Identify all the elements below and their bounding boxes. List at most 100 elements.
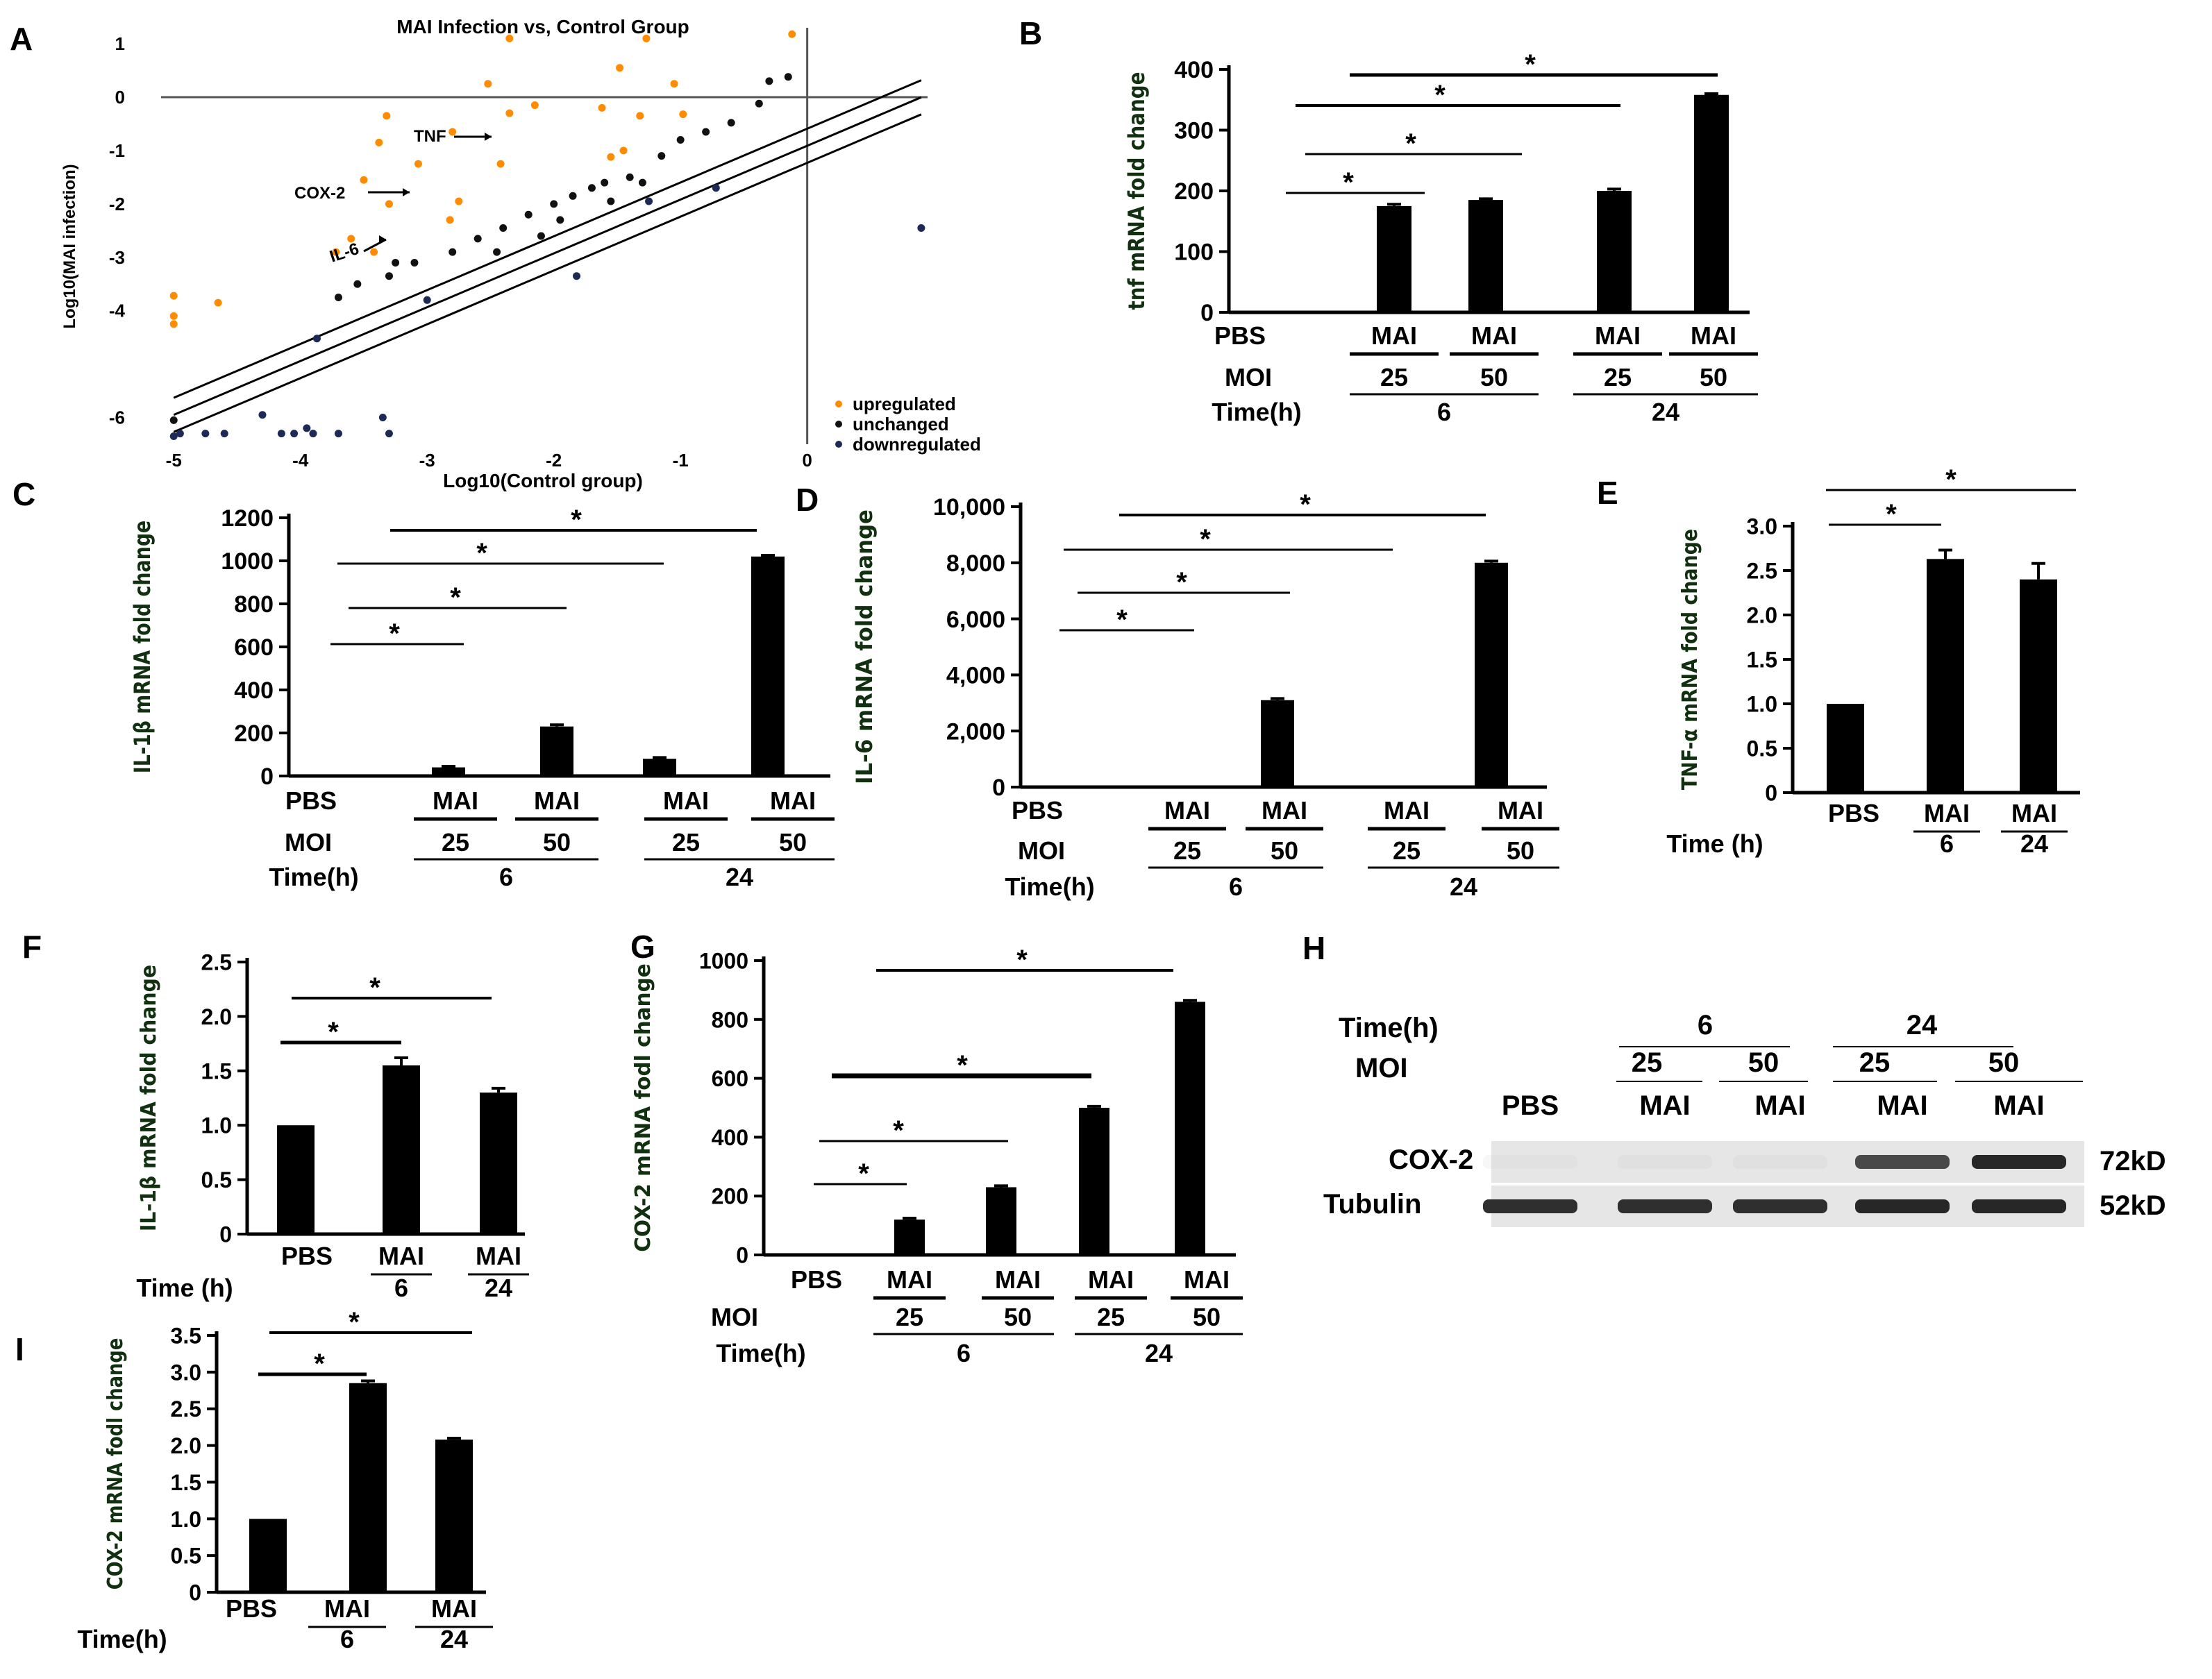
moi-value: 50	[1480, 363, 1508, 391]
moi-value: 50	[779, 828, 807, 857]
time-value: 24	[1145, 1339, 1173, 1367]
y-tick-label: 200	[1174, 178, 1214, 205]
scatter-point-unchanged	[587, 184, 596, 192]
category-label: PBS	[281, 1242, 333, 1270]
scatter-point-upregulated	[616, 64, 624, 72]
scatter-point-downregulated	[378, 414, 387, 422]
panel-a-annotation: TNF	[414, 127, 446, 146]
y-tick-label: 3.0	[171, 1360, 201, 1385]
significance-star: *	[349, 1307, 360, 1338]
scatter-point-unchanged	[499, 223, 508, 232]
moi-value: 25	[672, 828, 700, 857]
significance-star: *	[571, 505, 582, 535]
scatter-point-upregulated	[530, 101, 539, 110]
bar	[310, 775, 343, 777]
significance-star: *	[957, 1050, 968, 1081]
scatter-point-upregulated	[642, 34, 651, 42]
panel-a-arrowhead	[403, 188, 410, 196]
panel-c-chart: 0 200 400 600 800 1000 1200 IL-1β mRNA fold cha…	[129, 505, 835, 891]
panel-i-chart: 0 0.5 1.0 1.5 2.0 2.5 3.0 3.5 COX-2 mRNA fodl ch…	[77, 1307, 493, 1653]
blot-lane-labels: PBS MAI MAI MAI MAI	[1502, 1090, 2045, 1121]
panel-a-xtick: -3	[419, 450, 435, 471]
scatter-point-unchanged	[702, 128, 710, 136]
category-label: MAI	[433, 786, 478, 815]
bar	[894, 1220, 925, 1255]
blot-band	[1733, 1155, 1827, 1169]
scatter-point-upregulated	[370, 248, 378, 256]
scatter-point-unchanged	[626, 173, 634, 181]
significance-star: *	[389, 618, 400, 649]
y-tick-label: 6,000	[946, 607, 1005, 633]
bar	[789, 1254, 819, 1256]
significance-star: *	[893, 1115, 904, 1146]
blot-time-6: 6	[1698, 1010, 1713, 1040]
panel-a-ytick: -4	[109, 301, 126, 321]
blot-lane-label: MAI	[1993, 1090, 2044, 1121]
significance-star: *	[314, 1349, 325, 1379]
y-tick-label: 2.5	[171, 1397, 201, 1421]
time-value: 24	[726, 863, 753, 891]
bar	[1157, 786, 1190, 788]
moi-value: 25	[896, 1303, 923, 1331]
scatter-point-downregulated	[917, 223, 925, 232]
time-value: 6	[499, 863, 513, 891]
y-tick-label: 0	[1200, 300, 1214, 326]
panel-b-letter: B	[1019, 15, 1042, 51]
blot-band	[1972, 1155, 2066, 1169]
bar	[1039, 786, 1072, 788]
blot-moi-1: 25	[1632, 1047, 1663, 1078]
scatter-point-upregulated	[670, 80, 678, 88]
moi-label: MOI	[1018, 836, 1065, 865]
y-tick-label: 2.5	[201, 950, 232, 975]
scatter-point-upregulated	[383, 112, 391, 120]
moi-value: 25	[1380, 363, 1408, 391]
blot-row-label: Tubulin	[1323, 1189, 1421, 1220]
y-tick-label: 300	[1174, 118, 1214, 144]
panel-h-letter: H	[1302, 930, 1325, 966]
panel-f-letter: F	[22, 929, 42, 965]
scatter-point-downregulated	[303, 424, 311, 432]
time-value: 6	[340, 1625, 354, 1653]
y-axis-label: IL-1β mRNA fold change	[129, 521, 156, 774]
panel-a-xlabel: Log10(Control group)	[443, 470, 643, 491]
bar	[1927, 559, 1964, 793]
bar	[480, 1092, 517, 1234]
panel-h-blot: Time(h) 6 24 MOI 25 50 25 50 PBS MAI MAI MA…	[1323, 1010, 2166, 1227]
y-tick-label: 0	[736, 1243, 748, 1268]
scatter-point-unchanged	[755, 99, 763, 108]
legend-swatch-upregulated	[835, 400, 842, 407]
scatter-point-unchanged	[474, 235, 482, 243]
scatter-point-upregulated	[449, 128, 457, 136]
panel-a-legend: upregulated unchanged downregulated	[835, 394, 981, 455]
moi-value: 25	[442, 828, 469, 857]
bar	[751, 556, 785, 776]
category-label: MAI	[663, 786, 709, 815]
blot-moi-label: MOI	[1355, 1053, 1408, 1083]
category-label: MAI	[1924, 799, 1970, 827]
moi-value: 50	[543, 828, 571, 857]
moi-value: 25	[1097, 1303, 1125, 1331]
blot-rows: COX-2 72kD Tubulin 52kD	[1323, 1141, 2166, 1227]
bar	[1694, 94, 1729, 312]
panel-b-chart: 0 100 200 300 400 tnf mRNA fold change * * * * PBS…	[1123, 49, 1758, 426]
y-axis-label: TNF-α mRNA fold change	[1678, 529, 1702, 790]
blot-band	[1972, 1199, 2066, 1213]
scatter-point-unchanged	[334, 293, 342, 301]
bar	[1468, 200, 1503, 312]
category-label: MAI	[1384, 796, 1430, 825]
panel-a-annotation: COX-2	[294, 184, 345, 203]
panel-a-ytick: 1	[115, 33, 125, 54]
y-tick-label: 0	[219, 1222, 232, 1247]
moi-label: MOI	[1225, 363, 1272, 391]
category-label: MAI	[1262, 796, 1307, 825]
scatter-point-upregulated	[607, 153, 615, 161]
significance-star: *	[1200, 524, 1211, 555]
significance-star: *	[1016, 945, 1028, 975]
y-tick-label: 800	[234, 591, 274, 618]
time-value: 6	[957, 1339, 971, 1367]
y-tick-label: 600	[712, 1066, 748, 1091]
panel-a-plot: -5 -4 -3 -2 -1 0 1 0 -1 -2 -3 -4 -6 TNF COX-2 IL-6	[109, 28, 928, 471]
y-tick-label: 1.0	[201, 1113, 232, 1138]
panel-i-letter: I	[15, 1331, 24, 1367]
blot-lane-label: MAI	[1639, 1090, 1690, 1121]
